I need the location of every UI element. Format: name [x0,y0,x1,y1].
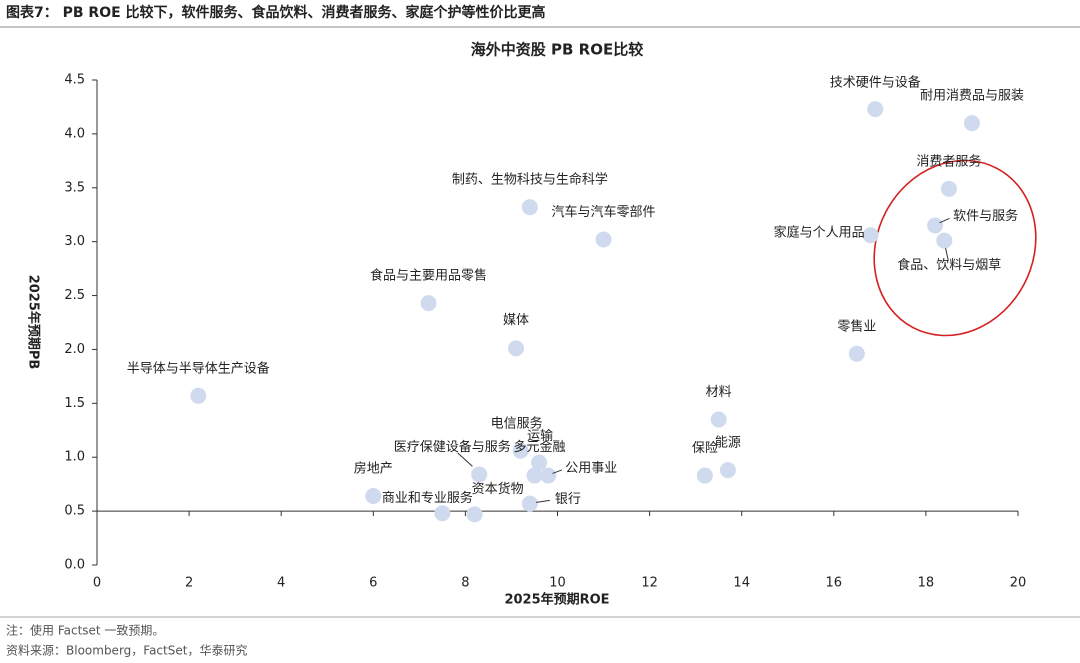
point-label: 媒体 [503,313,529,328]
x-tick-label: 10 [549,576,566,591]
point-label: 汽车与汽车零部件 [552,204,656,220]
point-label: 保险 [692,441,718,456]
point [531,454,548,471]
leader-line [457,452,473,467]
x-tick-label: 2 [185,576,193,591]
point [867,101,884,118]
leader-line [945,247,949,261]
y-tick-label: 4.0 [64,126,85,141]
point-label: 消费者服务 [916,153,981,169]
point [696,467,713,484]
point-label: 耐用消费品与服装 [920,89,1024,104]
y-tick-label: 3.0 [64,234,85,249]
y-tick-label: 0.0 [64,558,85,573]
point [848,345,865,362]
x-tick-label: 16 [826,576,843,591]
point-label: 制药、生物科技与生命科学 [452,172,608,188]
point-label: 技术硬件与设备 [830,75,921,91]
point [365,488,382,505]
x-tick-label: 8 [461,576,469,591]
point [936,232,953,249]
y-tick-label: 1.5 [64,396,85,411]
point [508,340,525,357]
source: 资料来源：Bloomberg，FactSet，华泰研究 [6,643,247,658]
point-label: 电信服务 [491,415,543,431]
point [595,231,612,248]
chart-title: 海外中资股 PB ROE比较 [471,41,643,59]
note: 注：使用 Factset 一致预期。 [6,623,164,638]
point-label: 材料 [706,385,732,400]
point [521,495,538,512]
point-label: 多元金融 [513,439,565,455]
point [940,180,957,197]
point [862,227,879,244]
point [420,295,437,312]
header-title: 图表7： PB ROE 比较下，软件服务、食品饮料、消费者服务、家庭个护等性价比… [6,4,546,21]
x-tick-label: 4 [277,576,285,591]
point [471,466,488,483]
highlight-ellipse [873,159,1037,337]
point-label: 能源 [715,436,741,451]
point-label: 医疗保健设备与服务 [394,439,511,455]
point [466,506,483,523]
point [719,462,736,479]
point-label: 银行 [555,492,581,507]
y-tick-label: 3.5 [64,180,85,195]
point-label: 食品、饮料与烟草 [897,257,1001,273]
point-label: 资本货物 [472,481,524,497]
x-axis-label: 2025年预期ROE [504,592,609,608]
x-tick-label: 20 [1010,576,1027,591]
point-label: 商业和专业服务 [382,490,473,506]
point [526,467,543,484]
point-label: 房地产 [354,461,393,477]
x-tick-label: 0 [93,576,101,591]
leader-line [939,217,950,224]
point [512,442,529,459]
point [710,411,727,428]
y-tick-label: 4.5 [64,73,85,88]
x-tick-label: 6 [369,576,377,591]
point-label: 半导体与半导体生产设备 [127,360,270,376]
point-label: 零售业 [837,318,876,334]
point-label: 软件与服务 [953,208,1018,224]
y-tick-label: 0.5 [64,504,85,519]
point-label: 运输 [527,428,553,444]
y-tick-label: 2.5 [64,288,85,303]
leader-line [552,469,563,474]
point [927,217,944,234]
x-tick-label: 14 [733,576,750,591]
x-tick-label: 18 [918,576,935,591]
point [963,115,980,132]
point-label: 食品与主要用品零售 [370,268,487,284]
point [521,199,538,216]
y-tick-label: 1.0 [64,450,85,465]
point-label: 公用事业 [565,461,617,476]
point-label: 家庭与个人用品 [774,225,865,241]
x-tick-label: 12 [641,576,658,591]
y-tick-label: 2.0 [64,342,85,357]
point [434,505,451,522]
point [190,387,207,404]
point [540,467,557,484]
leader-line [536,499,550,503]
y-axis-label: 2025年预期PB [26,275,42,370]
